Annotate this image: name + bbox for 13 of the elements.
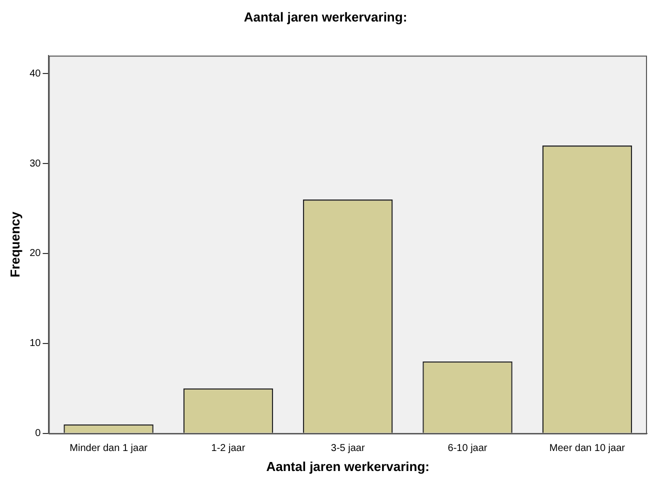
- x-tick-label: 1-2 jaar: [211, 443, 246, 454]
- y-tick-label: 20: [30, 248, 42, 260]
- y-axis-title: Frequency: [7, 210, 22, 278]
- y-tick-label: 10: [30, 338, 42, 350]
- x-tick-label: 3-5 jaar: [330, 443, 366, 454]
- x-tick-label: Minder dan 1 jaar: [70, 443, 148, 454]
- chart-title: Aantal jaren werkervaring:: [244, 9, 408, 24]
- x-tick-label: 6-10 jaar: [448, 443, 488, 454]
- x-tick-label: Meer dan 10 jaar: [549, 443, 626, 454]
- x-axis-title: Aantal jaren werkervaring:: [266, 458, 430, 474]
- y-tick-label: 0: [35, 428, 42, 440]
- y-tick-label: 40: [30, 68, 42, 80]
- y-tick-label: 30: [30, 158, 42, 170]
